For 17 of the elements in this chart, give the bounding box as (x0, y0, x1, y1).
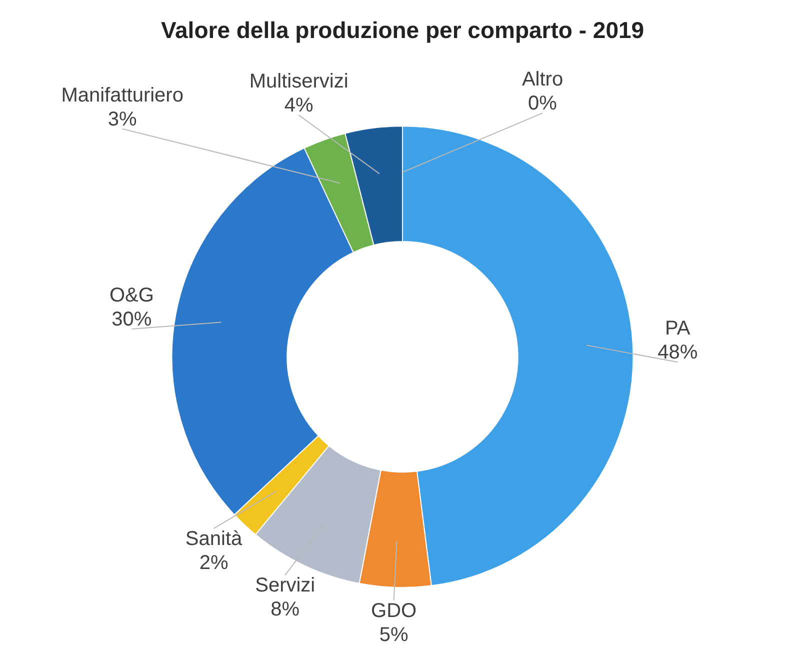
data-label: 5% (379, 624, 409, 646)
chart-title: Valore della produzione per comparto - 2019 (160, 17, 644, 44)
category-label: Altro (522, 68, 564, 91)
slice-label: Manifatturiero (61, 84, 184, 106)
slice-label: GDO (371, 600, 417, 622)
slice-label: Sanità (185, 528, 243, 550)
slice-label: PA (665, 318, 691, 340)
data-label: 48% (658, 342, 698, 364)
data-label: 30% (112, 308, 152, 331)
text: 0% (528, 92, 557, 115)
slice-label: Servizi (255, 574, 316, 597)
slice-label: O&G (109, 284, 154, 307)
data-label: 4% (284, 94, 314, 117)
slice-label: Multiservizi (249, 70, 348, 93)
data-label: 2% (199, 552, 228, 574)
data-label: 8% (270, 598, 300, 621)
data-label: 3% (108, 108, 137, 130)
